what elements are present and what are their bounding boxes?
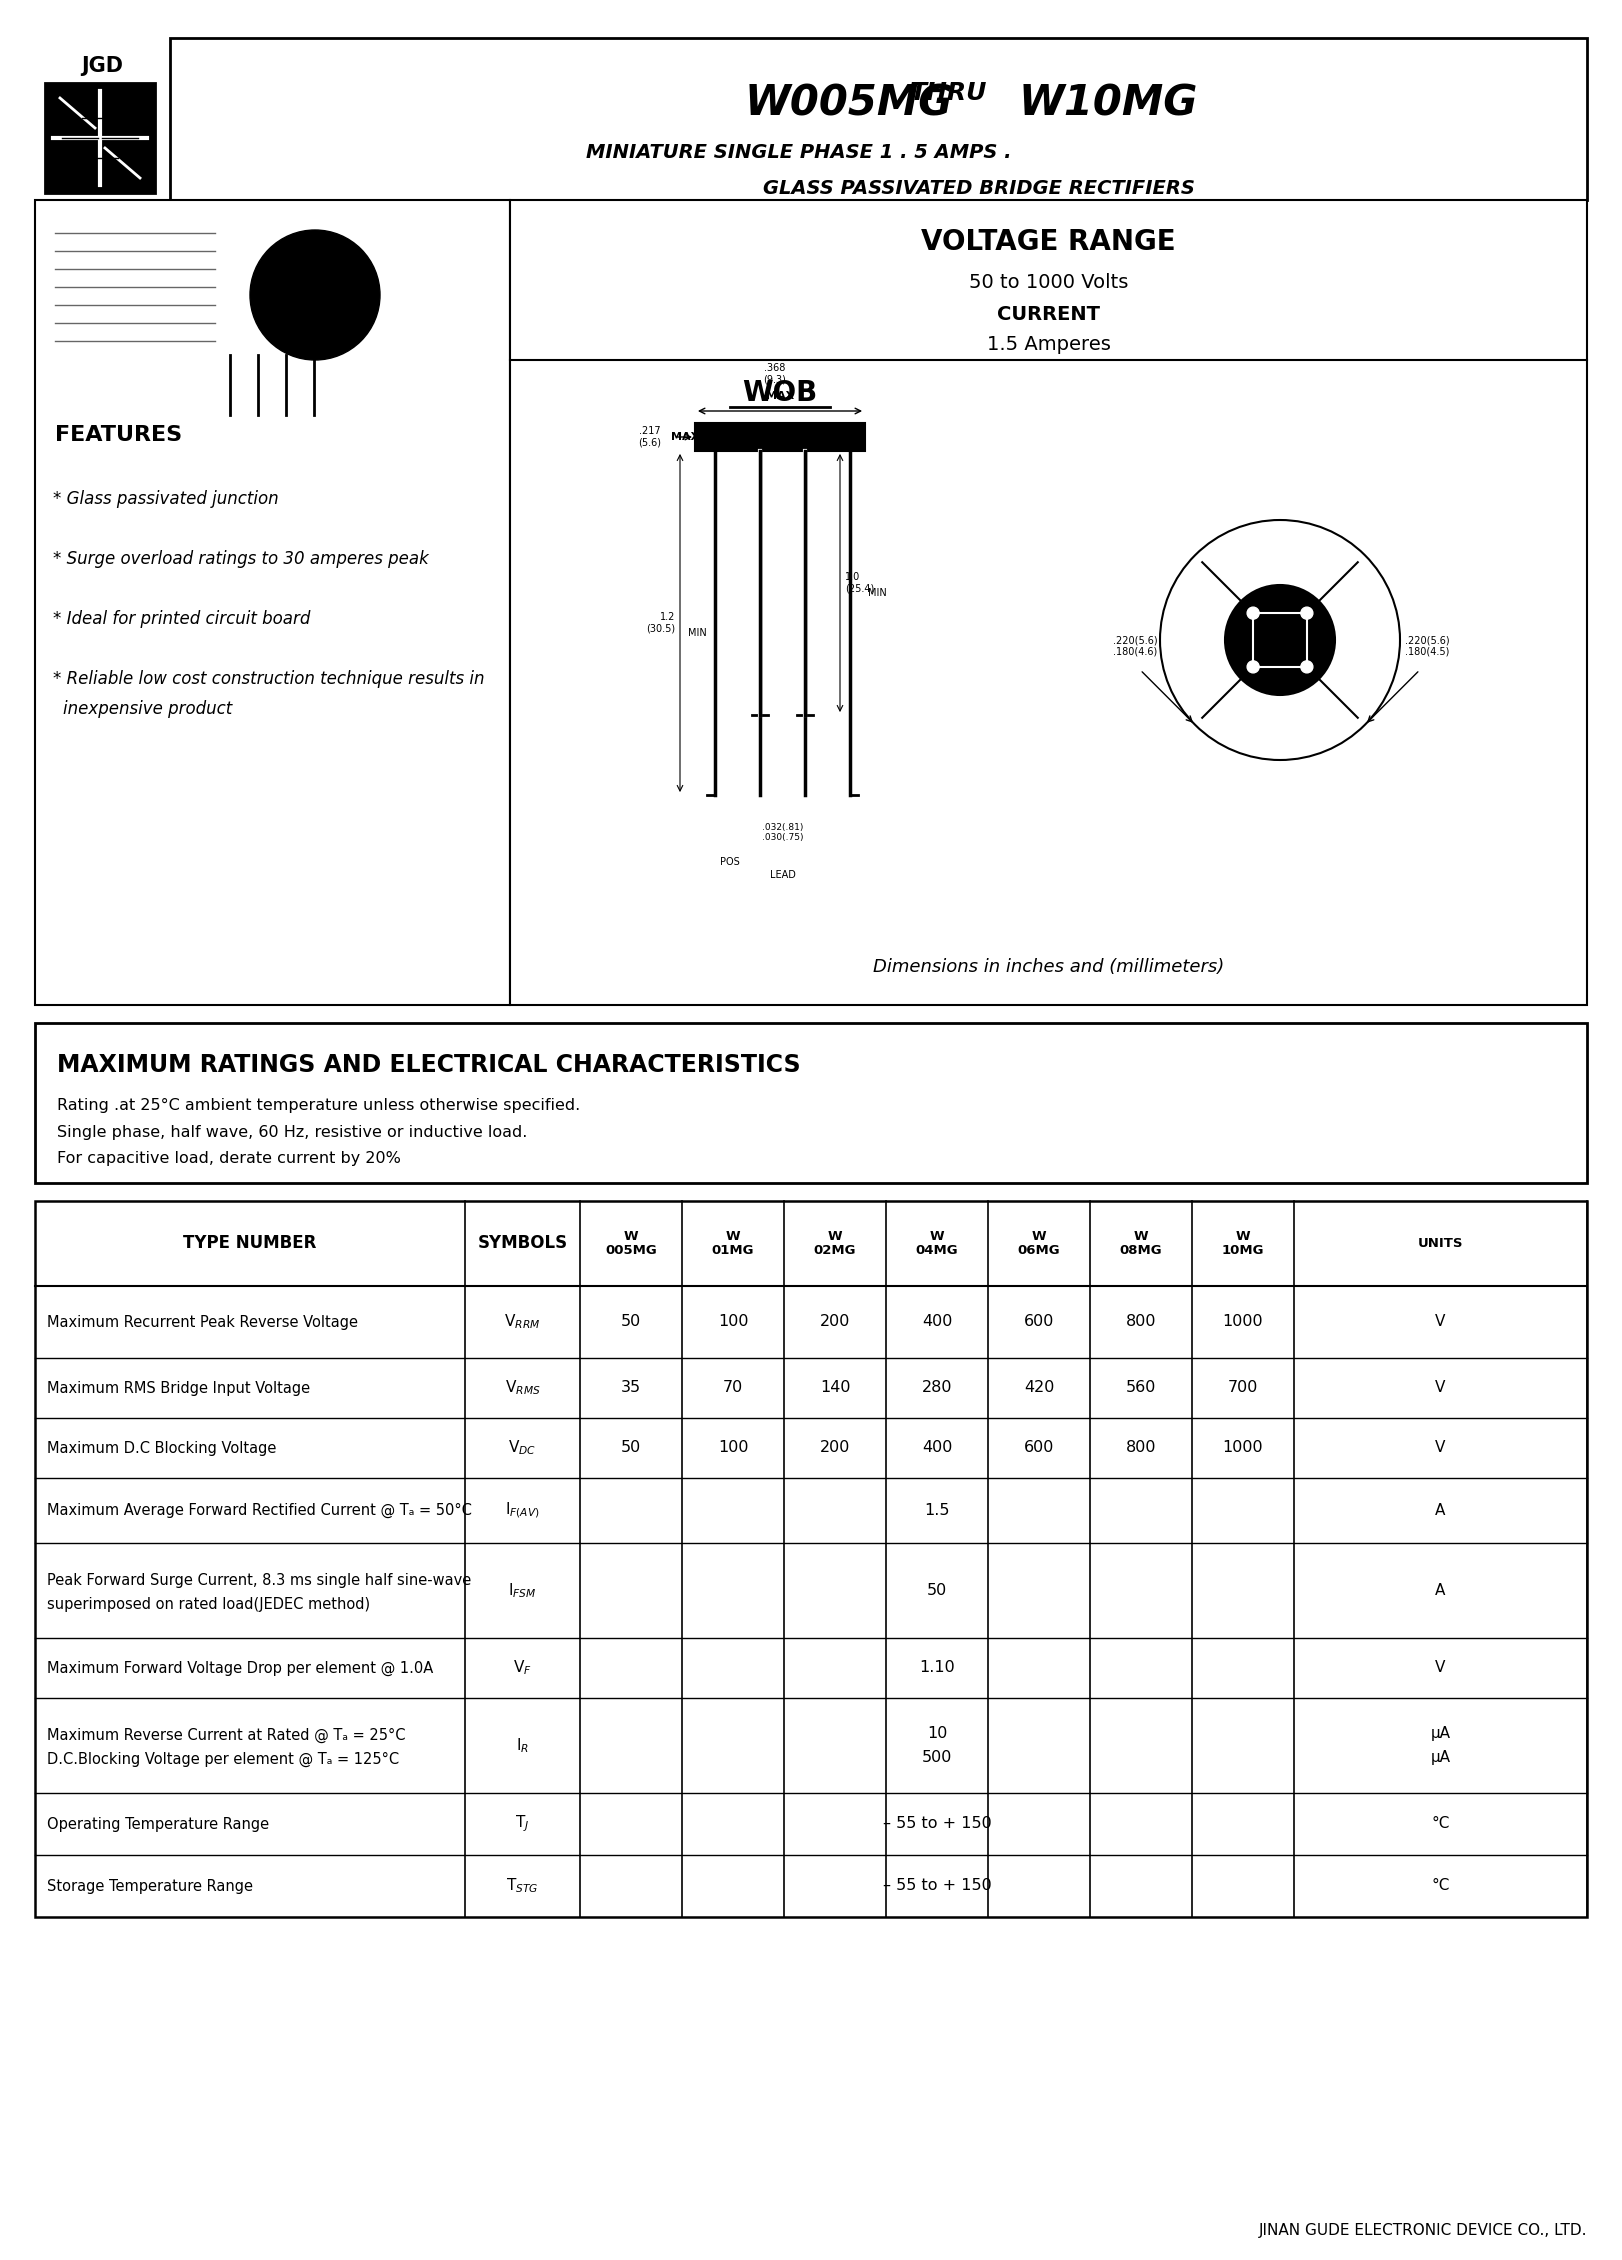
Text: 400: 400 <box>921 1315 952 1329</box>
Text: T$_{J}$: T$_{J}$ <box>516 1815 530 1835</box>
Bar <box>36 1024 1586 1182</box>
Text: 1.10: 1.10 <box>920 1661 955 1675</box>
Text: Storage Temperature Range: Storage Temperature Range <box>47 1878 253 1894</box>
Circle shape <box>1247 608 1259 619</box>
Text: * Glass passivated junction: * Glass passivated junction <box>54 490 279 509</box>
Text: 200: 200 <box>819 1440 850 1455</box>
Text: TYPE NUMBER: TYPE NUMBER <box>183 1234 316 1252</box>
Text: .220(5.6)
.180(4.6): .220(5.6) .180(4.6) <box>1113 635 1158 658</box>
Text: W
04MG: W 04MG <box>916 1229 959 1257</box>
Text: 200: 200 <box>819 1315 850 1329</box>
Text: For capacitive load, derate current by 20%: For capacitive load, derate current by 2… <box>57 1153 401 1166</box>
Text: W
005MG: W 005MG <box>605 1229 657 1257</box>
Text: MIN: MIN <box>688 628 707 637</box>
Text: W005MG: W005MG <box>744 81 952 124</box>
Text: °C: °C <box>1431 1878 1450 1894</box>
Text: V: V <box>1435 1381 1445 1394</box>
Text: V$_{RRM}$: V$_{RRM}$ <box>504 1313 540 1331</box>
Text: .217
(5.6): .217 (5.6) <box>639 427 662 447</box>
Text: Maximum Forward Voltage Drop per element @ 1.0A: Maximum Forward Voltage Drop per element… <box>47 1661 433 1675</box>
Text: GLASS PASSIVATED BRIDGE RECTIFIERS: GLASS PASSIVATED BRIDGE RECTIFIERS <box>762 179 1194 197</box>
Text: 560: 560 <box>1126 1381 1156 1394</box>
Text: 50: 50 <box>621 1315 641 1329</box>
Text: Maximum Reverse Current at Rated @ Tₐ = 25°C: Maximum Reverse Current at Rated @ Tₐ = … <box>47 1729 406 1742</box>
Circle shape <box>1160 520 1400 759</box>
Text: 100: 100 <box>719 1440 748 1455</box>
Text: MAX: MAX <box>672 432 699 443</box>
Text: V$_{DC}$: V$_{DC}$ <box>508 1440 537 1458</box>
Text: W10MG: W10MG <box>1019 81 1199 124</box>
Circle shape <box>1225 585 1335 696</box>
Text: Maximum RMS Bridge Input Voltage: Maximum RMS Bridge Input Voltage <box>47 1381 310 1394</box>
Text: 1000: 1000 <box>1223 1315 1264 1329</box>
Text: I$_{FSM}$: I$_{FSM}$ <box>508 1582 537 1600</box>
Text: A: A <box>1435 1503 1445 1519</box>
Text: 10: 10 <box>926 1727 947 1740</box>
Circle shape <box>250 231 380 359</box>
Bar <box>509 199 1586 1006</box>
Text: A: A <box>1435 1582 1445 1598</box>
Bar <box>170 38 1586 199</box>
Text: FEATURES: FEATURES <box>55 425 182 445</box>
Text: 500: 500 <box>921 1749 952 1765</box>
Text: 50: 50 <box>621 1440 641 1455</box>
Text: Operating Temperature Range: Operating Temperature Range <box>47 1817 269 1831</box>
Text: 50 to 1000 Volts: 50 to 1000 Volts <box>968 273 1129 292</box>
Text: W
08MG: W 08MG <box>1119 1229 1163 1257</box>
Text: – 55 to + 150: – 55 to + 150 <box>882 1817 991 1831</box>
Text: 800: 800 <box>1126 1315 1156 1329</box>
Text: I$_{R}$: I$_{R}$ <box>516 1736 529 1754</box>
Text: 420: 420 <box>1023 1381 1054 1394</box>
Text: 700: 700 <box>1228 1381 1259 1394</box>
Text: MAX: MAX <box>766 391 795 400</box>
Text: * Ideal for printed circuit board: * Ideal for printed circuit board <box>54 610 310 628</box>
Text: W
02MG: W 02MG <box>814 1229 856 1257</box>
Text: Dimensions in inches and (millimeters): Dimensions in inches and (millimeters) <box>873 958 1225 976</box>
Text: V: V <box>1435 1315 1445 1329</box>
Text: μA: μA <box>1431 1749 1450 1765</box>
Text: W
10MG: W 10MG <box>1221 1229 1264 1257</box>
Text: 1000: 1000 <box>1223 1440 1264 1455</box>
Text: 400: 400 <box>921 1440 952 1455</box>
Text: V: V <box>1435 1440 1445 1455</box>
Text: – 55 to + 150: – 55 to + 150 <box>882 1878 991 1894</box>
Text: Maximum Recurrent Peak Reverse Voltage: Maximum Recurrent Peak Reverse Voltage <box>47 1315 358 1329</box>
Text: W
06MG: W 06MG <box>1017 1229 1061 1257</box>
Text: 70: 70 <box>723 1381 743 1394</box>
Text: 600: 600 <box>1023 1440 1054 1455</box>
Text: JINAN GUDE ELECTRONIC DEVICE CO., LTD.: JINAN GUDE ELECTRONIC DEVICE CO., LTD. <box>1259 2222 1586 2237</box>
Text: V$_{RMS}$: V$_{RMS}$ <box>504 1379 540 1397</box>
Bar <box>36 1200 1586 1916</box>
Text: V: V <box>1435 1661 1445 1675</box>
Circle shape <box>1301 660 1312 673</box>
Text: MAXIMUM RATINGS AND ELECTRICAL CHARACTERISTICS: MAXIMUM RATINGS AND ELECTRICAL CHARACTER… <box>57 1053 801 1078</box>
Text: POS: POS <box>720 857 740 868</box>
Text: 600: 600 <box>1023 1315 1054 1329</box>
Text: JGD: JGD <box>81 56 123 77</box>
Text: Peak Forward Surge Current, 8.3 ms single half sine-wave: Peak Forward Surge Current, 8.3 ms singl… <box>47 1573 472 1589</box>
Text: .220(5.6)
.180(4.5): .220(5.6) .180(4.5) <box>1405 635 1448 658</box>
Text: 1.5: 1.5 <box>925 1503 950 1519</box>
Text: * Surge overload ratings to 30 amperes peak: * Surge overload ratings to 30 amperes p… <box>54 549 428 567</box>
Text: 800: 800 <box>1126 1440 1156 1455</box>
Text: 100: 100 <box>719 1315 748 1329</box>
Text: * Reliable low cost construction technique results in: * Reliable low cost construction techniq… <box>54 669 485 687</box>
Bar <box>36 199 509 1006</box>
Text: SYMBOLS: SYMBOLS <box>477 1234 568 1252</box>
Text: 1.0
(25.4): 1.0 (25.4) <box>845 572 874 594</box>
Text: Rating .at 25°C ambient temperature unless otherwise specified.: Rating .at 25°C ambient temperature unle… <box>57 1098 581 1112</box>
Text: V$_{F}$: V$_{F}$ <box>513 1659 532 1677</box>
Text: T$_{STG}$: T$_{STG}$ <box>506 1876 539 1896</box>
Text: VOLTAGE RANGE: VOLTAGE RANGE <box>921 228 1176 255</box>
Text: 1.2
(30.5): 1.2 (30.5) <box>646 612 675 633</box>
Text: D.C.Blocking Voltage per element @ Tₐ = 125°C: D.C.Blocking Voltage per element @ Tₐ = … <box>47 1752 399 1767</box>
Text: W
01MG: W 01MG <box>712 1229 754 1257</box>
Text: MINIATURE SINGLE PHASE 1 . 5 AMPS .: MINIATURE SINGLE PHASE 1 . 5 AMPS . <box>586 142 1011 163</box>
Text: THRU: THRU <box>910 81 988 104</box>
Text: .368
(9.3): .368 (9.3) <box>764 364 787 384</box>
Text: inexpensive product: inexpensive product <box>63 701 232 719</box>
Text: Single phase, half wave, 60 Hz, resistive or inductive load.: Single phase, half wave, 60 Hz, resistiv… <box>57 1125 527 1139</box>
Text: 1.5 Amperes: 1.5 Amperes <box>986 334 1111 355</box>
Bar <box>45 84 156 192</box>
Text: UNITS: UNITS <box>1418 1236 1463 1250</box>
